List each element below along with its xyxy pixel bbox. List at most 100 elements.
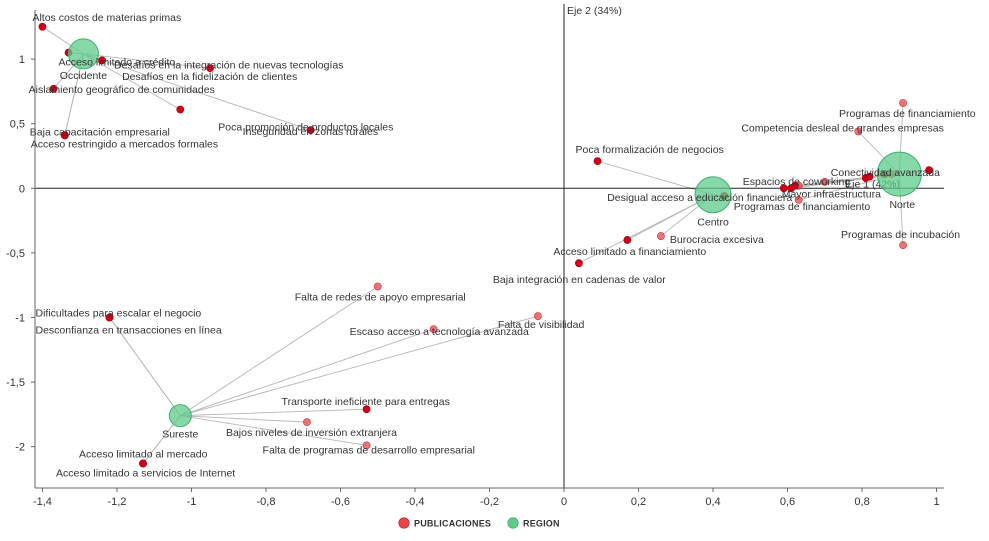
publication-point xyxy=(899,99,907,107)
point-label: Bajos niveles de inversión extranjera xyxy=(226,427,397,439)
region-label: Occidente xyxy=(60,70,107,82)
publication-point xyxy=(98,56,106,65)
point-label: Desafíos en la fidelización de clientes xyxy=(122,71,297,83)
publication-point xyxy=(362,405,371,414)
region-label: Sureste xyxy=(162,429,198,441)
point-label: Programas de financiamiento xyxy=(734,201,871,213)
link-line xyxy=(578,194,714,264)
point-label: Mayor infraestructura xyxy=(782,189,881,201)
point-label: Desconfianza en transacciones en línea xyxy=(36,324,222,336)
point-label: Inseguridad en zonas rurales xyxy=(243,126,378,138)
point-label: Baja integración en cadenas de valor xyxy=(493,274,666,286)
link-line xyxy=(180,286,378,417)
x-tick-label: -0,6 xyxy=(331,496,350,508)
point-label: Poca formalización de negocios xyxy=(576,144,724,156)
link-line xyxy=(597,160,714,196)
x-tick-label: -1,4 xyxy=(33,496,52,508)
point-label: Desigual acceso a educación financiera xyxy=(607,192,792,204)
x-tick-label: -1 xyxy=(187,496,197,508)
publication-point xyxy=(794,196,803,204)
publication-point xyxy=(593,157,602,166)
x-tick-label: 0,6 xyxy=(780,496,795,508)
point-label: Poca promoción de productos locales xyxy=(218,121,393,133)
region-label: Centro xyxy=(697,217,729,229)
publication-point xyxy=(38,22,47,31)
point-label: Acceso limitado a financiamiento xyxy=(553,246,706,258)
point-labels: Altos costos de materias primas Acceso li… xyxy=(29,12,976,480)
publication-point xyxy=(362,441,371,450)
publication-point xyxy=(820,177,829,186)
x-tick-label: -0,8 xyxy=(256,496,275,508)
x-tick-label: 1 xyxy=(933,496,939,508)
point-label: Programas de financiamiento xyxy=(839,108,976,120)
publication-point xyxy=(176,105,185,114)
x-tick-label: 0,2 xyxy=(631,496,646,508)
region-bubble xyxy=(694,176,732,214)
region-bubble xyxy=(168,404,192,428)
point-label: Acceso limitado a crédito xyxy=(59,57,176,69)
link-line xyxy=(83,53,211,69)
publication-point xyxy=(925,166,933,175)
legend: PUBLICACIONES REGION xyxy=(398,517,560,529)
point-label: Transporte ineficiente para entregas xyxy=(282,396,450,408)
publication-point xyxy=(854,127,863,136)
legend-swatch xyxy=(507,517,519,529)
publication-point xyxy=(303,418,311,427)
publication-point xyxy=(373,282,382,291)
publication-point xyxy=(105,313,114,322)
link-line xyxy=(180,328,434,417)
y-axis-title: Eje 2 (34%) xyxy=(567,5,622,17)
y-tick-label: 0 xyxy=(19,183,25,195)
publication-point xyxy=(865,172,874,181)
point-label: Escaso acceso a tecnología avanzada xyxy=(350,326,529,338)
publication-point xyxy=(656,232,665,240)
link-line xyxy=(180,415,367,446)
y-tick-label: -1,5 xyxy=(6,377,25,389)
publication-point xyxy=(206,64,214,73)
y-tick-label: -1 xyxy=(15,312,25,324)
link-line xyxy=(180,408,367,417)
region-bubble xyxy=(67,38,99,70)
legend-label: REGION xyxy=(523,519,560,529)
point-label: Acceso limitado a servicios de Internet xyxy=(56,467,235,479)
point-label: Desafíos en la integración de nuevas tec… xyxy=(114,59,343,71)
link-line xyxy=(180,415,307,423)
publication-point xyxy=(575,259,583,268)
region-bubbles xyxy=(67,38,922,428)
point-label: Dificultades para escalar el negocio xyxy=(36,307,202,319)
point-label: Competencia desleal de grandes empresas xyxy=(741,122,944,134)
point-label: Falta de visibilidad xyxy=(498,319,585,331)
publication-point xyxy=(139,459,147,468)
point-label: Altos costos de materias primas xyxy=(32,12,181,24)
y-tick-label: -2 xyxy=(15,442,25,454)
publication-point xyxy=(306,126,315,135)
publication-point xyxy=(787,184,796,193)
point-label: Acceso restringido a mercados formales xyxy=(31,138,218,150)
point-label: Aislamiento geográfico de comunidades xyxy=(29,84,215,96)
region-bubble xyxy=(876,151,922,197)
point-label: Burocracia excesiva xyxy=(670,234,764,246)
publication-point xyxy=(49,84,58,93)
publication-point xyxy=(623,236,632,244)
legend-label: PUBLICACIONES xyxy=(414,519,491,529)
publication-point xyxy=(429,325,438,333)
region-label: Norte xyxy=(889,199,915,211)
point-label: Programas de incubación xyxy=(841,229,960,241)
point-label: Falta de redes de apoyo empresarial xyxy=(295,291,466,303)
x-tick-label: 0 xyxy=(561,496,567,508)
point-label: Conectividad avanzada xyxy=(831,167,940,179)
link-line xyxy=(109,317,181,416)
x-tick-label: -0,4 xyxy=(406,496,425,508)
y-tick-label: -0,5 xyxy=(6,248,25,260)
link-line xyxy=(180,315,539,417)
link-line xyxy=(83,53,311,131)
x-tick-label: 0,8 xyxy=(854,496,869,508)
publication-point xyxy=(534,312,542,321)
y-tick-label: 1 xyxy=(19,54,25,66)
point-label: Falta de programas de desarrollo empresa… xyxy=(263,444,475,456)
x-tick-label: -1,2 xyxy=(107,496,126,508)
publication-point xyxy=(60,131,69,140)
y-tick-label: 0,5 xyxy=(10,119,25,131)
point-label: Espacios de coworking xyxy=(743,176,851,188)
